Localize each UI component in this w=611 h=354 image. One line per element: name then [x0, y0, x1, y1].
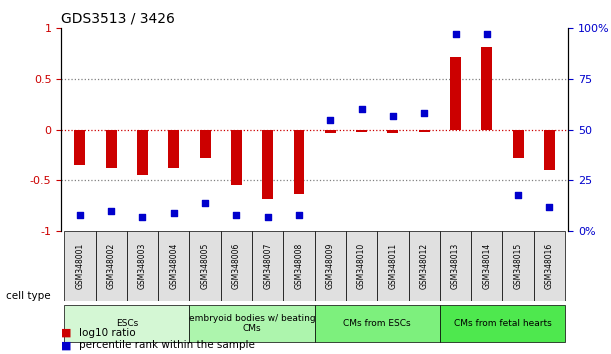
Bar	[513, 130, 524, 158]
Text: GSM348011: GSM348011	[389, 243, 397, 289]
Text: GSM348001: GSM348001	[75, 243, 84, 289]
Point	[106, 208, 116, 213]
FancyBboxPatch shape	[252, 231, 284, 301]
Bar	[168, 130, 179, 168]
Text: GSM348004: GSM348004	[169, 242, 178, 289]
Text: ESCs: ESCs	[115, 319, 138, 328]
Text: GSM348006: GSM348006	[232, 242, 241, 289]
FancyBboxPatch shape	[502, 231, 534, 301]
Point	[451, 32, 461, 37]
Text: GSM348016: GSM348016	[545, 243, 554, 289]
Text: log10 ratio: log10 ratio	[79, 328, 136, 338]
Text: GSM348012: GSM348012	[420, 243, 429, 289]
Bar	[106, 130, 117, 168]
Point	[388, 113, 398, 118]
Point	[419, 111, 429, 116]
FancyBboxPatch shape	[189, 305, 315, 342]
Text: GSM348003: GSM348003	[138, 242, 147, 289]
Text: GSM348015: GSM348015	[514, 243, 522, 289]
Point	[544, 204, 554, 210]
FancyBboxPatch shape	[64, 305, 189, 342]
Bar	[419, 130, 430, 132]
Text: GSM348005: GSM348005	[200, 242, 210, 289]
Text: GSM348010: GSM348010	[357, 243, 366, 289]
FancyBboxPatch shape	[284, 231, 315, 301]
FancyBboxPatch shape	[377, 231, 409, 301]
Text: GSM348009: GSM348009	[326, 242, 335, 289]
Text: GSM348013: GSM348013	[451, 243, 460, 289]
Point	[326, 117, 335, 122]
FancyBboxPatch shape	[95, 231, 127, 301]
Point	[200, 200, 210, 206]
FancyBboxPatch shape	[189, 231, 221, 301]
Bar	[200, 130, 211, 158]
FancyBboxPatch shape	[127, 231, 158, 301]
Text: GDS3513 / 3426: GDS3513 / 3426	[61, 12, 175, 26]
Text: CMs from fetal hearts: CMs from fetal hearts	[453, 319, 551, 328]
Text: ■: ■	[61, 340, 71, 350]
Bar	[481, 47, 492, 130]
Point	[169, 210, 178, 216]
Point	[75, 212, 85, 218]
Text: cell type: cell type	[6, 291, 51, 301]
Bar	[387, 130, 398, 133]
Text: embryoid bodies w/ beating
CMs: embryoid bodies w/ beating CMs	[189, 314, 315, 333]
Bar	[231, 130, 242, 185]
Text: GSM348007: GSM348007	[263, 242, 273, 289]
Point	[232, 212, 241, 218]
Text: GSM348014: GSM348014	[482, 243, 491, 289]
FancyBboxPatch shape	[440, 231, 471, 301]
Point	[357, 107, 367, 112]
FancyBboxPatch shape	[64, 231, 95, 301]
Point	[137, 214, 147, 220]
Bar	[450, 57, 461, 130]
Bar	[137, 130, 148, 175]
Point	[482, 32, 492, 37]
FancyBboxPatch shape	[315, 305, 440, 342]
Text: ■: ■	[61, 328, 71, 338]
FancyBboxPatch shape	[315, 231, 346, 301]
Text: GSM348008: GSM348008	[295, 243, 304, 289]
FancyBboxPatch shape	[221, 231, 252, 301]
FancyBboxPatch shape	[158, 231, 189, 301]
Bar	[262, 130, 273, 199]
Text: GSM348002: GSM348002	[107, 243, 115, 289]
Bar	[75, 130, 86, 165]
FancyBboxPatch shape	[471, 231, 502, 301]
FancyBboxPatch shape	[534, 231, 565, 301]
Text: CMs from ESCs: CMs from ESCs	[343, 319, 411, 328]
Point	[294, 212, 304, 218]
FancyBboxPatch shape	[409, 231, 440, 301]
Point	[263, 214, 273, 220]
Bar	[293, 130, 304, 194]
Text: percentile rank within the sample: percentile rank within the sample	[79, 340, 255, 350]
FancyBboxPatch shape	[346, 231, 377, 301]
FancyBboxPatch shape	[440, 305, 565, 342]
Point	[513, 192, 523, 198]
Bar	[325, 130, 336, 133]
Bar	[544, 130, 555, 170]
Bar	[356, 130, 367, 132]
